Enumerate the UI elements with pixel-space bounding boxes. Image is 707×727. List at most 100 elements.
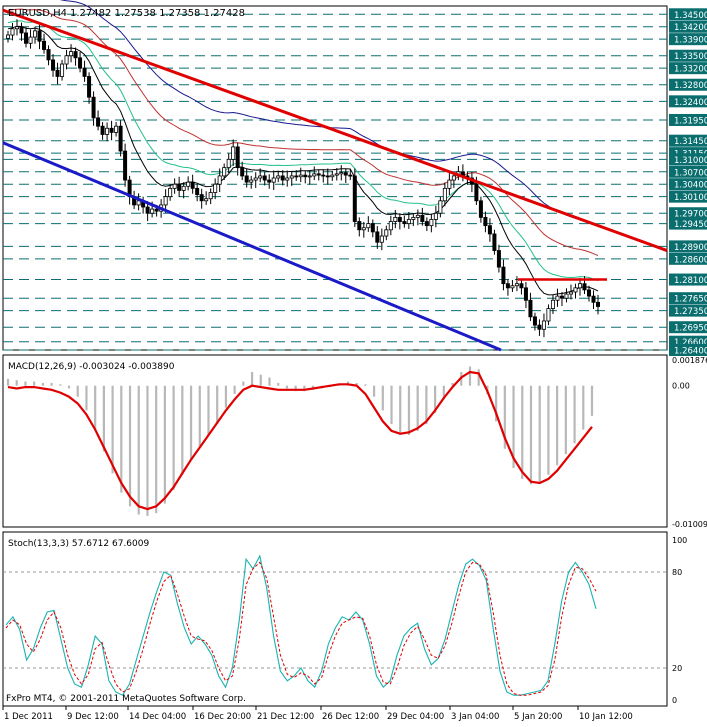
stoch-tick-label: 0 (672, 696, 677, 705)
time-tick-label: 9 Dec 12:00 (67, 712, 119, 722)
candle-body (307, 175, 312, 178)
candle-body (82, 67, 87, 77)
price-tick-label: 1.33900 (674, 36, 707, 46)
ma-slow-line (59, 0, 599, 227)
candle-body (424, 221, 429, 227)
price-tick-label: 1.30700 (674, 168, 707, 178)
candle-body (145, 206, 150, 214)
candle-body (258, 175, 263, 179)
price-frame (2, 5, 668, 351)
candle-body (46, 49, 51, 61)
candle-body (546, 308, 551, 322)
time-tick-label: 1 Dec 2011 (4, 712, 53, 722)
macd-frame (2, 354, 668, 528)
candle-body (348, 174, 353, 177)
price-label-box (669, 134, 707, 147)
candle-body (114, 125, 119, 133)
candle-body (262, 175, 267, 181)
candle-body (249, 179, 254, 183)
candles (6, 19, 601, 338)
price-tick-label: 1.28900 (674, 243, 707, 253)
price-tick-label: 1.31450 (674, 137, 707, 147)
candle-body (537, 324, 542, 330)
price-label-box (669, 207, 707, 220)
candle-body (217, 175, 222, 185)
price-pane[interactable]: 1.34500 1.34200 1.33900 1.33500 1.33200 1.328… (2, 0, 707, 357)
price-tick-label: 1.28100 (674, 276, 707, 286)
candle-body (532, 316, 537, 326)
candle-body (222, 167, 227, 177)
candle-body (415, 214, 420, 218)
candle-body (123, 150, 128, 181)
candle-body (514, 283, 519, 287)
stoch-lines (5, 554, 597, 696)
candle-body (69, 51, 74, 57)
candle-body (168, 187, 173, 198)
stoch-tick-label: 20 (672, 664, 682, 673)
candle-body (37, 30, 42, 42)
candle-body (181, 185, 186, 191)
time-tick-label: 10 Jan 12:00 (579, 712, 633, 722)
time-tick-label: 21 Dec 12:00 (257, 712, 314, 722)
price-label-box (669, 20, 707, 33)
macd-axis: 0.001876 0.00 -0.01009 (672, 356, 707, 529)
candle-body (334, 173, 339, 176)
candle-body (577, 283, 582, 289)
candle-body (596, 301, 601, 307)
candle-body (312, 173, 317, 177)
candle-body (231, 146, 236, 160)
price-tick-label: 1.30100 (674, 193, 707, 203)
price-tick-label: 1.26600 (674, 338, 707, 348)
candle-body (253, 177, 258, 181)
candle-body (492, 233, 497, 251)
candle-body (384, 229, 389, 237)
candle-body (370, 223, 375, 233)
candle-body (528, 299, 533, 318)
candle-body (591, 295, 596, 303)
candle-body (406, 219, 411, 224)
candle-body (474, 183, 479, 202)
price-tick-label: 1.34500 (674, 11, 707, 21)
ohlc-readout: 1.27482 1.27538 1.27358 1.27428 (70, 8, 245, 19)
candle-body (519, 283, 524, 289)
candle-body (438, 200, 443, 214)
candle-body (483, 216, 488, 227)
time-tick-label: 29 Dec 04:00 (387, 712, 444, 722)
price-tick-label: 1.30400 (674, 181, 707, 191)
candle-body (393, 216, 398, 222)
price-label-box (669, 344, 707, 356)
price-label-box (669, 273, 707, 286)
price-label-box (669, 62, 707, 75)
stoch-pane[interactable]: 100 80 20 0 Stoch(13,3,3) 57.6712 67.6009 F… (2, 531, 687, 707)
ma-mid-line (7, 8, 599, 257)
price-tick-label: 1.29450 (674, 220, 707, 230)
trend-lines[interactable] (2, 8, 668, 352)
candle-body (186, 181, 191, 187)
bear-trendline[interactable] (2, 8, 668, 252)
candle-body (447, 179, 452, 189)
symbol-label: EURUSD,H4 (8, 8, 67, 19)
candle-body (6, 34, 11, 39)
candle-body (487, 225, 492, 235)
bull-trendline[interactable] (2, 141, 502, 352)
stoch-axis: 100 80 20 0 (672, 536, 687, 705)
macd-title: MACD(12,26,9) -0.003024 -0.003890 (8, 362, 175, 372)
candle-body (357, 221, 362, 231)
macd-pane[interactable]: 0.001876 0.00 -0.01009 MACD(12,26,9) -0.00… (2, 354, 707, 529)
price-label-box (669, 153, 707, 166)
price-label-box (669, 78, 707, 91)
candle-body (276, 175, 281, 179)
candle-body (195, 187, 200, 195)
candle-body (105, 127, 110, 135)
price-axis: 1.34500 1.34200 1.33900 1.33500 1.33200 1.328… (669, 8, 707, 357)
candle-body (411, 216, 416, 220)
macd-signal-path (7, 370, 593, 511)
price-label-box (669, 321, 707, 334)
candle-body (541, 320, 546, 330)
stoch-frame (2, 531, 668, 707)
candle-body (550, 299, 555, 309)
candle-body (28, 36, 33, 44)
candle-body (402, 221, 407, 224)
price-label-box (669, 165, 707, 178)
